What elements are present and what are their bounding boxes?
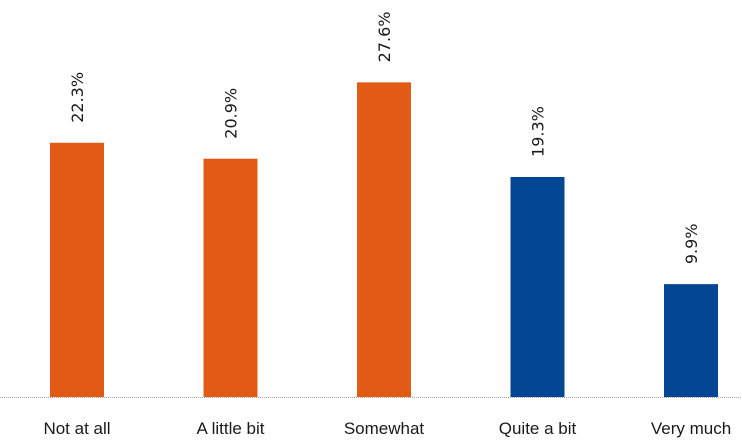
category-label: Quite a bit [499, 419, 577, 438]
category-label: Not at all [43, 419, 110, 438]
value-label: 9.9% [682, 223, 701, 264]
value-label: 19.3% [529, 106, 548, 157]
value-label: 22.3% [68, 72, 87, 123]
category-labels-group: Not at all A little bit Somewhat Quite a bi… [43, 419, 731, 438]
value-label: 27.6% [375, 12, 394, 63]
category-label: Somewhat [344, 419, 425, 438]
bar-quite-a-bit [510, 176, 565, 397]
value-labels-group: 22.3% 20.9% 27.6% 19.3% 9.9% [68, 12, 701, 265]
value-label: 20.9% [222, 88, 241, 139]
bars-group [50, 82, 718, 398]
bar-not-at-all [50, 142, 104, 397]
bar-very-much [664, 284, 718, 397]
bar-a-little-bit [203, 158, 258, 397]
bar-somewhat [357, 82, 411, 398]
category-label: Very much [651, 419, 731, 438]
category-label: A little bit [196, 419, 264, 438]
